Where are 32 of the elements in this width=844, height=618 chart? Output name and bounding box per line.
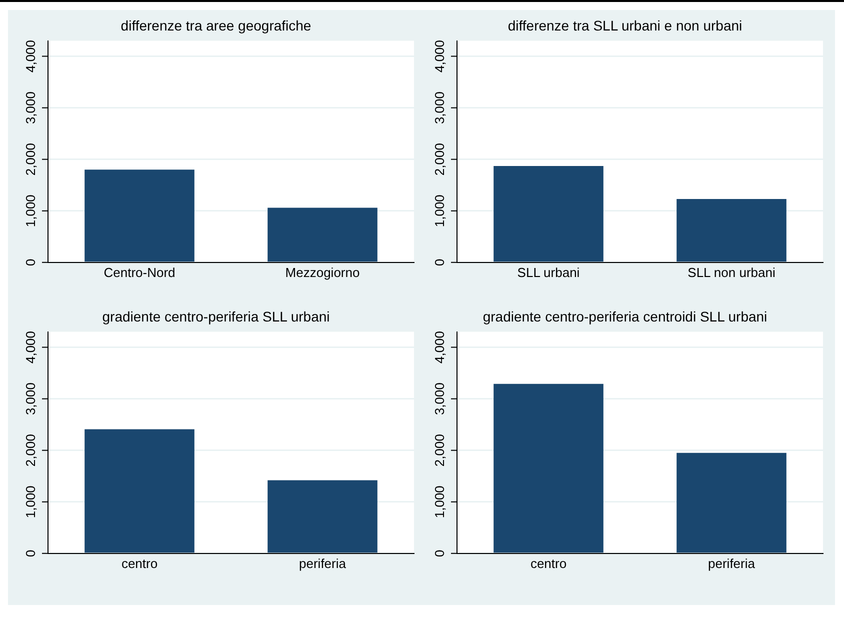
chart-title: differenze tra SLL urbani e non urbani: [508, 17, 742, 34]
y-tick-label: 0: [432, 258, 448, 266]
y-tick-label: 0: [432, 550, 448, 558]
y-tick-label: 3,000: [432, 92, 448, 124]
y-tick-label: 4,000: [432, 40, 448, 73]
chart-title: gradiente centro-periferia SLL urbani: [102, 308, 330, 324]
y-tick-label: 1,000: [23, 194, 38, 228]
y-tick-label: 2,000: [432, 143, 448, 176]
y-tick-label: 4,000: [432, 330, 448, 364]
y-tick-label: 0: [23, 258, 38, 266]
chart-title: differenze tra aree geografiche: [120, 17, 312, 34]
y-tick-label: 3,000: [432, 382, 448, 416]
x-tick-label: SLL non urbani: [688, 264, 776, 280]
chart-title: gradiente centro-periferia centroidi SLL urbani: [482, 308, 768, 324]
y-tick-label: 3,000: [23, 92, 38, 124]
y-tick-label: 3,000: [23, 382, 38, 416]
y-tick-label: 0: [23, 550, 38, 558]
x-tick-label: centro: [121, 556, 158, 571]
x-tick-label: centro: [530, 556, 567, 571]
y-tick-label: 4,000: [23, 40, 38, 73]
x-tick-label: Mezzogiorno: [285, 264, 360, 280]
x-tick-label: Centro-Nord: [104, 264, 176, 280]
y-tick-label: 2,000: [23, 143, 38, 176]
x-tick-label: periferia: [708, 556, 756, 571]
y-tick-label: 2,000: [432, 434, 448, 467]
x-tick-label: SLL urbani: [517, 264, 580, 280]
y-tick-label: 1,000: [432, 194, 448, 228]
y-tick-label: 1,000: [432, 486, 448, 518]
y-tick-label: 4,000: [23, 330, 38, 364]
x-tick-label: periferia: [299, 556, 347, 571]
y-tick-label: 2,000: [23, 434, 38, 467]
y-tick-label: 1,000: [23, 486, 38, 518]
